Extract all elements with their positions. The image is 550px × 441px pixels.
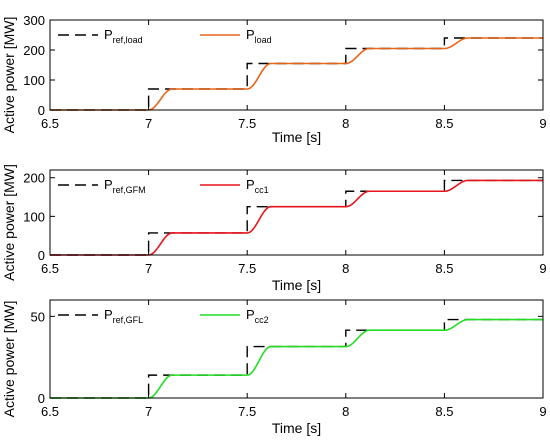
y-tick-label: 200 [23, 43, 45, 58]
legend-entry: Pcc1 [246, 177, 269, 195]
series-response-line [50, 37, 543, 111]
legend-entry-subscript: ref,load [113, 35, 143, 45]
legend-entry: Pcc2 [246, 307, 269, 325]
x-tick-label: 7 [145, 404, 152, 419]
legend-entry-subscript: cc2 [255, 315, 269, 325]
legend-entry-subscript: ref,GFL [113, 315, 144, 325]
y-axis-label: Active power [MW] [1, 17, 17, 134]
legend-entry-main: P [246, 307, 255, 322]
x-tick-label: 8.5 [435, 261, 453, 276]
axes-frame [49, 19, 544, 111]
x-tick-label: 7.5 [238, 404, 256, 419]
series-response-line [50, 318, 543, 399]
y-tick-label: 100 [23, 73, 45, 88]
x-tick-label: 7.5 [238, 261, 256, 276]
x-tick-label: 8 [342, 261, 349, 276]
x-tick-label: 8 [342, 116, 349, 131]
y-tick-label: 0 [38, 248, 45, 263]
legend-entry-subscript: ref,GFM [113, 185, 146, 195]
y-tick-label: 300 [23, 13, 45, 28]
x-tick-label: 9 [539, 404, 546, 419]
x-axis-label: Time [s] [272, 420, 321, 436]
x-tick-label: 8.5 [435, 404, 453, 419]
chart-panel-2: 6.5 7 7.5 8 8.5 9 0 100 200 Time [s] Active power … [1, 164, 547, 293]
y-tick-label: 100 [23, 209, 45, 224]
x-tick-label: 9 [539, 116, 546, 131]
legend-entry-main: P [246, 177, 255, 192]
y-tick-label: 50 [31, 309, 45, 324]
series-ref-line [50, 37, 543, 111]
x-tick-label: 9 [539, 261, 546, 276]
x-tick-label: 6.5 [41, 261, 59, 276]
legend-entry-main: P [104, 307, 113, 322]
legend-entry: Pref,GFL [104, 307, 143, 325]
x-tick-label: 8.5 [435, 116, 453, 131]
y-axis-label: Active power [MW] [1, 164, 17, 281]
chart-panel-1: 6.5 7 7.5 8 8.5 9 0 100 200 300 Time [s] Active pow… [1, 13, 547, 145]
y-tick-label: 0 [38, 391, 45, 406]
x-tick-label: 6.5 [41, 404, 59, 419]
legend-entry: Pload [246, 27, 272, 45]
legend-entry-subscript: cc1 [255, 185, 269, 195]
axes-frame [49, 169, 544, 256]
legend-entry-main: P [104, 27, 113, 42]
legend-entry: Pref,GFM [104, 177, 146, 195]
x-tick-label: 8 [342, 404, 349, 419]
legend-entry-subscript: load [255, 35, 272, 45]
legend-entry-main: P [104, 177, 113, 192]
y-axis-label: Active power [MW] [1, 301, 17, 418]
y-tick-label: 200 [23, 171, 45, 186]
x-tick-label: 7 [145, 116, 152, 131]
x-tick-label: 7.5 [238, 116, 256, 131]
x-tick-label: 7 [145, 261, 152, 276]
x-axis-label: Time [s] [272, 277, 321, 293]
axes-frame [49, 299, 544, 399]
series-ref-line [50, 318, 543, 399]
x-axis-label: Time [s] [272, 129, 321, 145]
legend-entry-main: P [246, 27, 255, 42]
legend-entry: Pref,load [104, 27, 143, 45]
chart-panel-3: 6.5 7 7.5 8 8.5 9 0 50 Time [s] Active power [MW]… [1, 299, 547, 436]
x-tick-label: 6.5 [41, 116, 59, 131]
y-tick-label: 0 [38, 103, 45, 118]
